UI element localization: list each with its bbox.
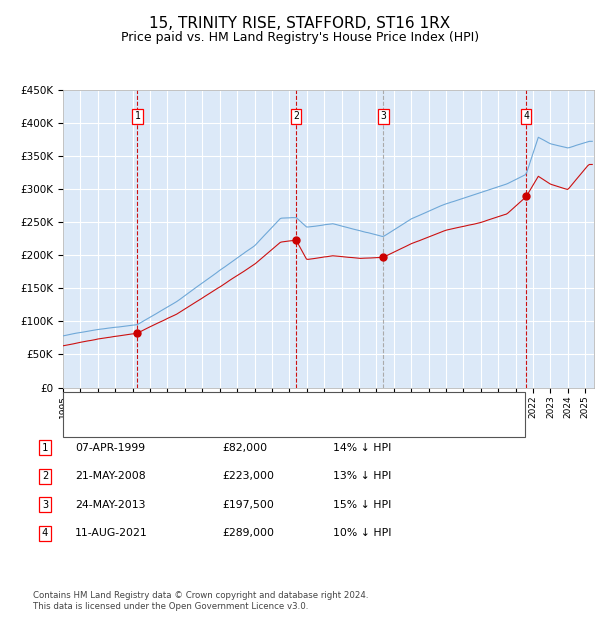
Text: 3: 3 [380, 112, 386, 122]
Text: 2: 2 [293, 112, 299, 122]
Text: 13% ↓ HPI: 13% ↓ HPI [333, 471, 391, 481]
Text: 2: 2 [42, 471, 48, 481]
Text: £223,000: £223,000 [222, 471, 274, 481]
Text: 4: 4 [42, 528, 48, 538]
Text: —: — [70, 397, 86, 412]
Text: This data is licensed under the Open Government Licence v3.0.: This data is licensed under the Open Gov… [33, 602, 308, 611]
Text: HPI: Average price, detached house, Stafford: HPI: Average price, detached house, Staf… [90, 420, 314, 430]
Text: 1: 1 [134, 112, 140, 122]
Text: —: — [70, 417, 86, 432]
Text: 3: 3 [42, 500, 48, 510]
Text: 14% ↓ HPI: 14% ↓ HPI [333, 443, 391, 453]
Text: 24-MAY-2013: 24-MAY-2013 [75, 500, 146, 510]
Text: 15, TRINITY RISE, STAFFORD, ST16 1RX: 15, TRINITY RISE, STAFFORD, ST16 1RX [149, 16, 451, 30]
Text: £82,000: £82,000 [222, 443, 267, 453]
Text: 15, TRINITY RISE, STAFFORD, ST16 1RX (detached house): 15, TRINITY RISE, STAFFORD, ST16 1RX (de… [90, 400, 377, 410]
Text: 1: 1 [42, 443, 48, 453]
Text: Price paid vs. HM Land Registry's House Price Index (HPI): Price paid vs. HM Land Registry's House … [121, 31, 479, 44]
Text: 10% ↓ HPI: 10% ↓ HPI [333, 528, 392, 538]
Text: 15% ↓ HPI: 15% ↓ HPI [333, 500, 391, 510]
Text: 21-MAY-2008: 21-MAY-2008 [75, 471, 146, 481]
Text: 4: 4 [523, 112, 529, 122]
Text: 07-APR-1999: 07-APR-1999 [75, 443, 145, 453]
Text: £197,500: £197,500 [222, 500, 274, 510]
Text: Contains HM Land Registry data © Crown copyright and database right 2024.: Contains HM Land Registry data © Crown c… [33, 591, 368, 600]
Text: £289,000: £289,000 [222, 528, 274, 538]
Text: 11-AUG-2021: 11-AUG-2021 [75, 528, 148, 538]
